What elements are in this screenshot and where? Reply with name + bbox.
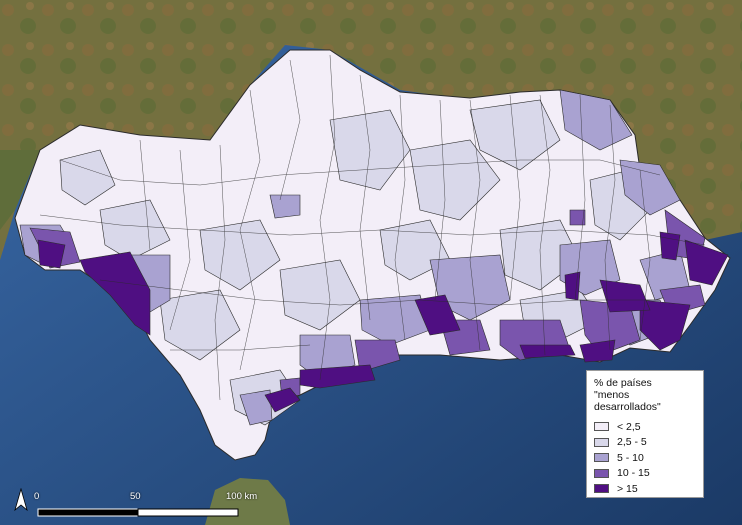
legend-label: 2,5 - 5 [617,436,647,449]
andalusia-region [14,49,731,461]
legend-swatch [594,437,609,447]
legend-title-line2: "menos desarrollados" [594,389,661,413]
class-over-15-areas [37,231,729,413]
map-legend: % de países "menos desarrollados" < 2,5 … [586,370,704,498]
municipal-boundaries [39,54,706,401]
scale-tick-100: 100 km [226,491,258,502]
scale-tick-50: 50 [130,491,141,502]
legend-row-lt-2-5: < 2,5 [594,419,696,435]
legend-row-5-to-10: 5 - 10 [594,450,696,466]
legend-label: > 15 [617,482,638,495]
legend-label: < 2,5 [617,420,641,433]
land-background [0,0,742,260]
legend-label: 10 - 15 [617,467,650,480]
scale-tick-0: 0 [34,491,40,502]
legend-row-2-5-to-5: 2,5 - 5 [594,435,696,451]
scale-bar [37,508,239,517]
legend-swatch [594,484,609,494]
legend-row-gt-15: > 15 [594,481,696,497]
portugal-land [0,150,40,230]
legend-swatch [594,453,609,463]
legend-label: 5 - 10 [617,451,644,464]
north-arrow-icon [14,488,28,512]
legend-swatch [594,422,609,432]
legend-swatch [594,468,609,478]
legend-title: % de países "menos desarrollados" [594,377,696,413]
legend-row-10-to-15: 10 - 15 [594,466,696,482]
legend-title-line1: % de países [594,377,652,389]
